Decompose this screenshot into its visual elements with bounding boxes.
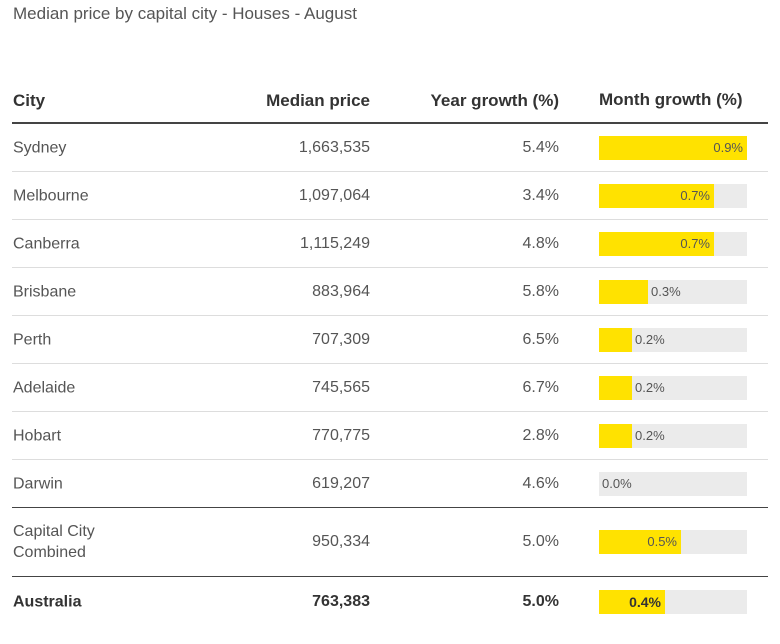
table-row: Perth 707,309 6.5% 0.2%: [12, 316, 768, 364]
header-year-growth: Year growth (%): [430, 91, 559, 110]
table-row: Sydney 1,663,535 5.4% 0.9%: [12, 124, 768, 172]
table-row: Capital City Combined 950,334 5.0% 0.5%: [12, 508, 768, 577]
month-growth-bar-track: 0.2%: [599, 423, 747, 448]
month-growth-bar-track: 0.7%: [599, 231, 747, 256]
month-growth-bar-track: 0.2%: [599, 375, 747, 400]
month-growth-bar: [599, 327, 632, 352]
median-price-cell: 1,097,064: [298, 186, 370, 204]
city-cell: Sydney: [13, 139, 67, 156]
month-growth-bar: [599, 135, 747, 160]
month-growth-label: 0.4%: [629, 594, 661, 610]
header-city: City: [13, 91, 46, 110]
month-growth-label: 0.2%: [635, 427, 665, 443]
median-price-cell: 619,207: [312, 474, 370, 492]
city-cell: Brisbane: [13, 283, 77, 300]
city-cell: Capital City Combined: [13, 523, 95, 561]
table-row: Melbourne 1,097,064 3.4% 0.7%: [12, 172, 768, 220]
table-row: Darwin 619,207 4.6% 0.0%: [12, 460, 768, 508]
city-cell: Hobart: [13, 427, 62, 444]
month-growth-label: 0.7%: [680, 235, 710, 251]
table-row: Hobart 770,775 2.8% 0.2%: [12, 412, 768, 460]
city-cell: Perth: [13, 331, 52, 348]
table-row: Australia 763,383 5.0% 0.4%: [12, 577, 768, 627]
month-growth-bar: [599, 423, 632, 448]
month-growth-label: 0.7%: [680, 187, 710, 203]
median-price-cell: 763,383: [312, 593, 370, 610]
city-cell: Australia: [13, 593, 82, 611]
month-growth-label: 0.2%: [635, 379, 665, 395]
header-median-price: Median price: [266, 91, 370, 110]
month-growth-bar-track: 0.7%: [599, 183, 747, 208]
month-growth-label: 0.3%: [651, 283, 681, 299]
median-price-cell: 745,565: [312, 378, 370, 396]
median-price-cell: 770,775: [312, 426, 370, 444]
median-price-cell: 883,964: [312, 282, 370, 300]
table-row: Adelaide 745,565 6.7% 0.2%: [12, 364, 768, 412]
month-growth-bar: [599, 375, 632, 400]
year-growth-cell: 5.0%: [522, 593, 559, 610]
month-growth-bar: [599, 279, 648, 304]
median-price-cell: 1,663,535: [298, 138, 370, 156]
month-growth-bar-track: 0.9%: [599, 135, 747, 160]
month-growth-label: 0.5%: [647, 534, 677, 549]
table-body: Sydney 1,663,535 5.4% 0.9% Melbourne 1,097,06…: [12, 124, 768, 627]
year-growth-cell: 5.8%: [522, 282, 559, 300]
city-cell: Melbourne: [13, 187, 89, 204]
city-cell: Darwin: [13, 475, 63, 492]
year-growth-cell: 3.4%: [522, 186, 559, 204]
year-growth-cell: 4.8%: [522, 234, 559, 252]
month-growth-bar-track: 0.4%: [599, 590, 747, 614]
city-cell: Canberra: [13, 235, 80, 252]
month-growth-bar-track: 0.2%: [599, 327, 747, 352]
year-growth-cell: 5.0%: [522, 533, 559, 550]
month-growth-bar-track: 0.3%: [599, 279, 747, 304]
table-row: Brisbane 883,964 5.8% 0.3%: [12, 268, 768, 316]
year-growth-cell: 2.8%: [522, 426, 559, 444]
city-cell: Adelaide: [13, 379, 76, 396]
chart-title: Median price by capital city - Houses - …: [13, 4, 357, 23]
month-growth-bar: [599, 530, 681, 554]
month-growth-bar: [599, 183, 714, 208]
price-table: City Median price Year growth (%) Month …: [12, 64, 768, 627]
header-month-growth: Month growth (%): [599, 90, 743, 109]
median-price-cell: 1,115,249: [300, 234, 370, 252]
month-growth-bar-track: 0.0%: [599, 471, 747, 496]
month-growth-bar-track: 0.5%: [599, 530, 747, 554]
month-growth-bar: [599, 231, 714, 256]
year-growth-cell: 5.4%: [522, 138, 559, 156]
median-price-cell: 707,309: [312, 330, 370, 348]
month-growth-bar: [599, 590, 665, 614]
year-growth-cell: 6.7%: [522, 378, 559, 396]
month-growth-label: 0.2%: [635, 331, 665, 347]
month-growth-label: 0.9%: [713, 139, 743, 155]
year-growth-cell: 4.6%: [522, 474, 559, 492]
year-growth-cell: 6.5%: [522, 330, 559, 348]
month-growth-label: 0.0%: [602, 475, 632, 491]
table-header: City Median price Year growth (%) Month …: [12, 64, 768, 124]
median-price-cell: 950,334: [312, 533, 370, 550]
table-row: Canberra 1,115,249 4.8% 0.7%: [12, 220, 768, 268]
